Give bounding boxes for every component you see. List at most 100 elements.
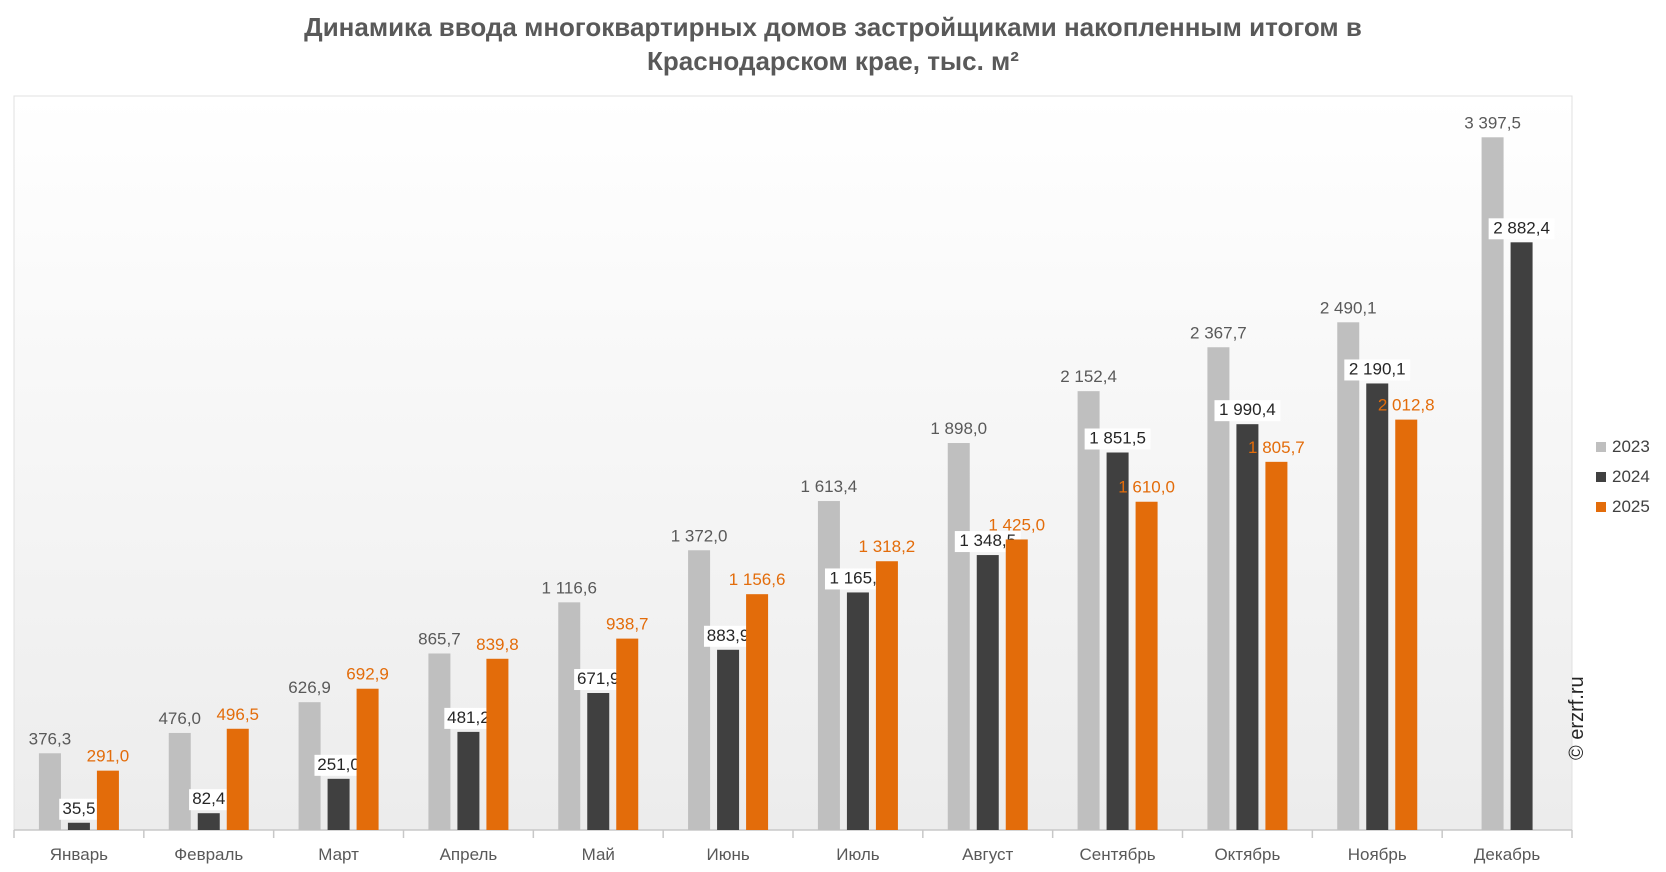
bar-2025-february (226, 728, 249, 830)
bar-2025-september (1135, 501, 1158, 830)
data-label-bg-2024-august (954, 531, 1021, 553)
data-label-2023-march: 626,9 (288, 678, 331, 697)
bar-2024-january (67, 822, 90, 830)
data-label-bg-2024-april (444, 707, 493, 729)
x-tick-label-march: Март (318, 845, 359, 864)
legend-swatch-2025 (1596, 502, 1606, 512)
bar-2023-april (428, 653, 451, 830)
x-tick-label-december: Декабрь (1474, 845, 1540, 864)
x-tick-label-october: Октябрь (1214, 845, 1280, 864)
x-tick-label-september: Сентябрь (1079, 845, 1155, 864)
data-label-bg-2024-july (824, 568, 891, 590)
bar-2024-may (587, 693, 610, 830)
data-label-2023-november: 2 490,1 (1320, 298, 1377, 317)
bar-2025-november (1395, 419, 1418, 830)
data-label-2024-october: 1 990,4 (1219, 400, 1276, 419)
bar-2025-october (1265, 461, 1288, 830)
bar-2025-april (486, 658, 509, 830)
bar-2024-october (1236, 424, 1259, 830)
data-label-2023-july: 1 613,4 (801, 477, 858, 496)
data-label-2023-june: 1 372,0 (671, 526, 728, 545)
chart-title: Динамика ввода многоквартирных домов зас… (0, 10, 1666, 78)
data-label-bg-2024-december (1488, 218, 1555, 240)
bar-2023-may (558, 602, 581, 830)
bar-2023-october (1207, 347, 1230, 830)
data-label-2025-october: 1 805,7 (1248, 438, 1305, 457)
legend-label-2025: 2025 (1612, 497, 1650, 516)
data-label-2023-february: 476,0 (158, 709, 201, 728)
data-label-2025-march: 692,9 (346, 665, 389, 684)
x-tick-label-june: Июнь (706, 845, 749, 864)
x-tick-label-february: Февраль (174, 845, 243, 864)
legend-item-2025: 2025 (1596, 492, 1650, 522)
data-label-bg-2024-january (59, 798, 99, 820)
bar-2023-december (1481, 137, 1504, 831)
watermark: © erzrf.ru (1566, 676, 1588, 760)
x-tick-label-november: Ноябрь (1348, 845, 1407, 864)
bar-2024-april (457, 731, 480, 830)
data-label-2025-july: 1 318,2 (859, 537, 916, 556)
bar-2025-june (746, 594, 769, 830)
bar-2024-july (846, 592, 869, 830)
bar-2023-september (1077, 391, 1100, 830)
data-label-2024-july: 1 165,1 (830, 568, 887, 587)
data-label-2025-february: 496,5 (216, 705, 259, 724)
bar-2023-july (817, 501, 840, 830)
bar-2024-september (1106, 452, 1129, 830)
data-label-2025-january: 291,0 (87, 747, 130, 766)
data-label-2023-december: 3 397,5 (1464, 113, 1521, 132)
bar-2024-november (1366, 383, 1389, 830)
data-label-bg-2024-june (703, 625, 753, 647)
bar-2023-january (38, 753, 61, 830)
data-label-bg-2024-november (1344, 359, 1411, 381)
bar-2025-may (616, 638, 639, 830)
data-label-2025-september: 1 610,0 (1118, 478, 1175, 497)
bar-2025-july (875, 561, 898, 830)
data-label-bg-2024-february (189, 789, 229, 811)
legend-swatch-2023 (1596, 442, 1606, 452)
legend-swatch-2024 (1596, 472, 1606, 482)
data-label-2024-january: 35,5 (62, 799, 95, 818)
data-label-2024-march: 251,0 (317, 755, 360, 774)
data-label-2024-november: 2 190,1 (1349, 359, 1406, 378)
bar-2024-december (1510, 242, 1533, 830)
data-label-2024-september: 1 851,5 (1089, 428, 1146, 447)
data-label-bg-2024-september (1084, 428, 1151, 450)
data-label-2024-april: 481,2 (447, 708, 490, 727)
data-label-2025-may: 938,7 (606, 615, 649, 634)
legend-item-2024: 2024 (1596, 462, 1650, 492)
data-label-bg-2024-march (314, 754, 363, 776)
chart-title-line-1: Динамика ввода многоквартирных домов зас… (304, 12, 1362, 42)
bar-2024-march (327, 778, 350, 830)
x-tick-label-july: Июль (836, 845, 880, 864)
chart-title-line-2: Краснодарском крае, тыс. м² (647, 46, 1019, 76)
data-label-2024-may: 671,9 (577, 669, 620, 688)
data-label-2023-october: 2 367,7 (1190, 323, 1247, 342)
data-label-bg-2024-october (1214, 400, 1281, 422)
data-label-2024-august: 1 348,5 (959, 531, 1016, 550)
data-label-2025-june: 1 156,6 (729, 570, 786, 589)
legend-label-2024: 2024 (1612, 467, 1650, 486)
bar-2023-june (688, 550, 711, 830)
x-tick-label-may: Май (582, 845, 615, 864)
legend-label-2023: 2023 (1612, 437, 1650, 456)
bar-2023-march (298, 702, 321, 830)
bar-2024-february (197, 813, 220, 830)
bar-2024-june (717, 649, 740, 830)
x-tick-label-august: Август (962, 845, 1013, 864)
legend-item-2023: 2023 (1596, 432, 1650, 462)
data-label-2023-may: 1 116,6 (542, 578, 597, 597)
legend: 2023 2024 2025 (1596, 432, 1650, 522)
bar-2023-november (1337, 322, 1360, 830)
data-label-2025-august: 1 425,0 (988, 515, 1045, 534)
plot-area (13, 95, 1573, 831)
data-label-2023-september: 2 152,4 (1060, 367, 1117, 386)
bar-2024-august (976, 555, 999, 830)
bar-2023-august (947, 443, 970, 830)
data-label-2025-april: 839,8 (476, 635, 519, 654)
data-label-bg-2024-may (574, 669, 623, 691)
data-label-2024-february: 82,4 (192, 789, 225, 808)
bar-2025-march (356, 688, 379, 830)
x-tick-label-january: Январь (50, 845, 108, 864)
